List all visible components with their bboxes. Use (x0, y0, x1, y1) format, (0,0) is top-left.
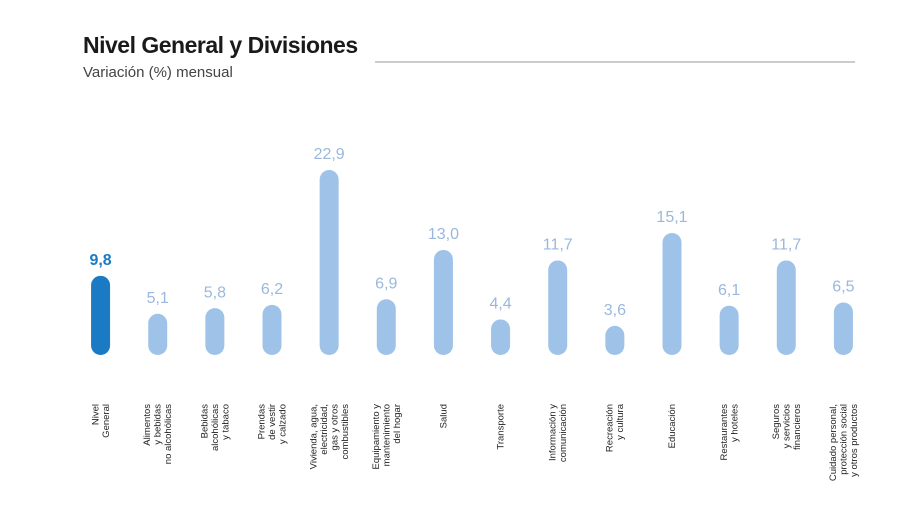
value-label: 4,4 (489, 296, 511, 313)
bar (205, 308, 225, 355)
category-label: Recreacióny cultura (604, 403, 626, 452)
bar (433, 249, 453, 355)
value-label: 13,0 (428, 226, 459, 243)
category-label: Alimentosy bebidasno alcohólicas (142, 404, 174, 464)
value-label: 9,8 (89, 252, 111, 269)
bar (833, 302, 853, 355)
category-label: Salud (438, 404, 449, 428)
value-label: 15,1 (656, 209, 687, 226)
bar (491, 319, 511, 355)
category-label: Transporte (495, 404, 506, 450)
bar (662, 232, 682, 355)
category-label: Restaurantesy hoteles (718, 404, 740, 461)
value-label: 5,1 (147, 290, 169, 307)
category-label: Información ycomunicación (547, 404, 569, 462)
bar (148, 313, 168, 355)
bar (719, 305, 739, 355)
bar (262, 304, 282, 355)
bar (548, 260, 568, 355)
value-label: 11,7 (771, 237, 801, 254)
value-label: 11,7 (543, 237, 573, 254)
category-label: Vivienda, agua,electricidad,gas y otrosc… (308, 404, 351, 470)
value-label: 6,1 (718, 282, 740, 299)
category-label: Bebidasalcohólicasy tabaco (199, 404, 231, 451)
chart-title: Nivel General y Divisiones (83, 32, 358, 58)
value-label: 6,2 (261, 281, 283, 298)
category-label: Prendasde vestiry calzado (256, 404, 288, 444)
value-label: 6,5 (832, 279, 854, 296)
bar (605, 325, 625, 355)
category-label: Cuidado personal,protección socialy otro… (827, 404, 859, 481)
chart-subtitle: Variación (%) mensual (83, 64, 233, 81)
category-label: Equipamiento ymantenimientodel hogar (370, 404, 402, 470)
category-label: Segurosy serviciosfinancieros (770, 404, 802, 450)
category-label: NivelGeneral (90, 404, 112, 438)
value-label: 3,6 (604, 302, 626, 319)
category-label: Educación (667, 404, 678, 448)
value-label: 6,9 (375, 275, 397, 292)
value-label: 5,8 (204, 284, 226, 301)
bar (319, 169, 339, 355)
bar (376, 299, 396, 355)
bar (91, 275, 111, 355)
bar (776, 260, 796, 355)
value-label: 22,9 (314, 146, 345, 163)
